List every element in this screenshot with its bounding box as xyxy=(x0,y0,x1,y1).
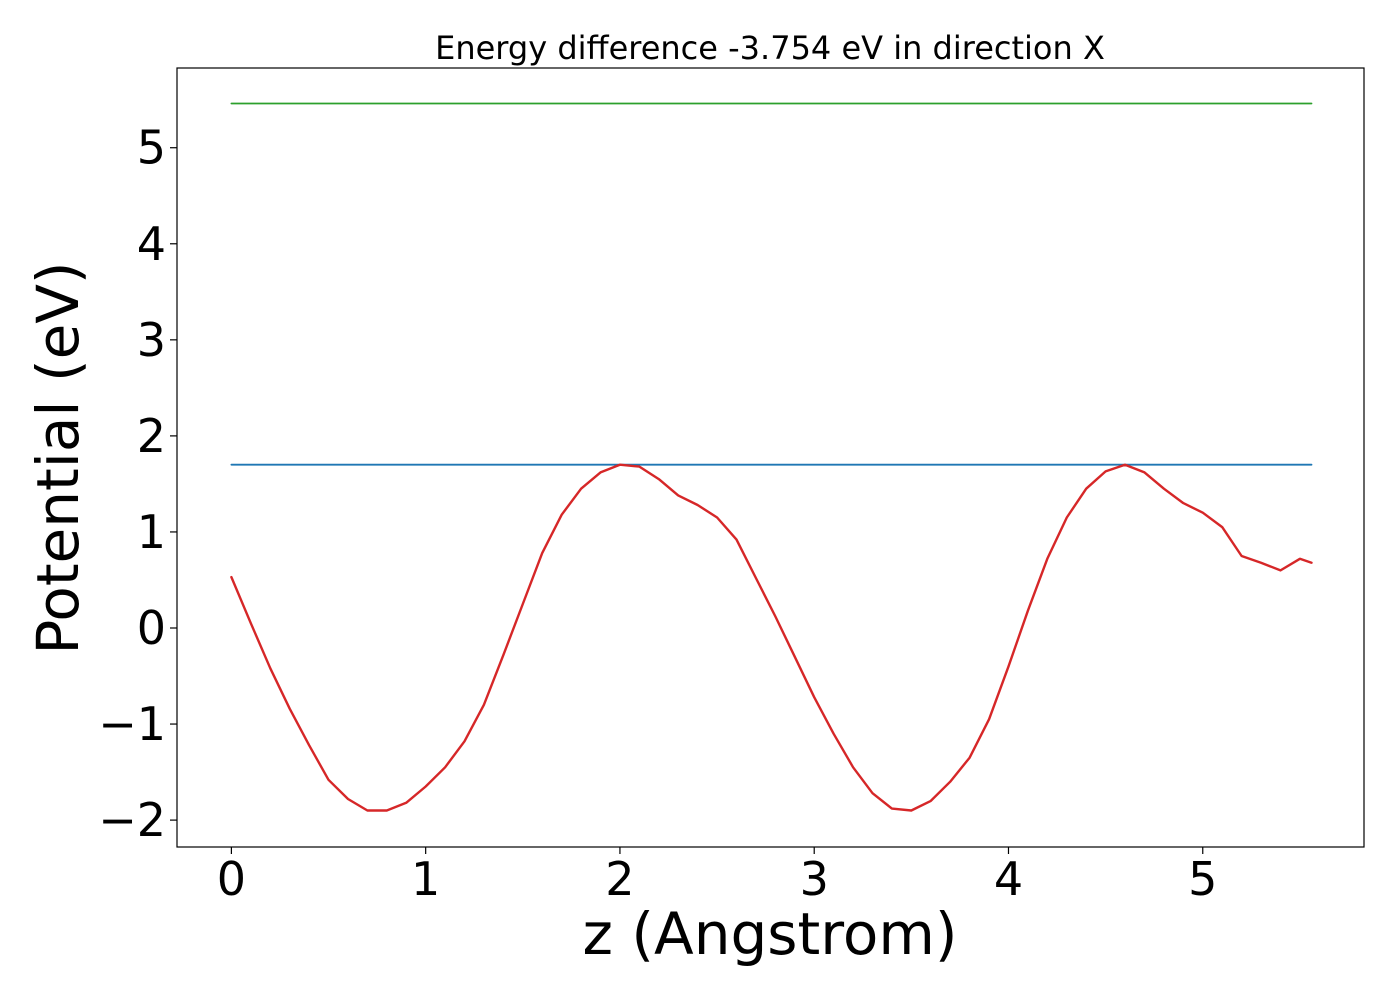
y-axis: −2 −1 0 1 2 3 4 5 xyxy=(98,121,177,847)
y-tick-label: 5 xyxy=(137,121,166,175)
series-line-2 xyxy=(230,463,1313,812)
y-tick-label: 2 xyxy=(137,409,166,463)
series-layer xyxy=(230,102,1313,812)
plot-frame xyxy=(176,67,1365,848)
x-axis: 0 1 2 3 4 5 xyxy=(217,847,1217,906)
x-tick-label: 1 xyxy=(411,852,440,906)
y-axis-label: Potential (eV) xyxy=(24,261,92,654)
y-tick-label: 0 xyxy=(137,601,166,655)
x-tick-label: 4 xyxy=(994,852,1023,906)
x-tick-label: 3 xyxy=(800,852,829,906)
chart-title: Energy difference -3.754 eV in direction… xyxy=(435,29,1105,67)
y-tick-label: 4 xyxy=(137,217,166,271)
y-tick-label: −2 xyxy=(98,793,166,847)
y-tick-label: 1 xyxy=(137,505,166,559)
x-tick-label: 2 xyxy=(605,852,634,906)
y-tick-label: 3 xyxy=(137,313,166,367)
x-axis-label: z (Angstrom) xyxy=(583,900,958,968)
plot-area xyxy=(177,68,1364,847)
x-tick-label: 0 xyxy=(217,852,246,906)
x-tick-label: 5 xyxy=(1188,852,1217,906)
y-tick-label: −1 xyxy=(98,697,166,751)
